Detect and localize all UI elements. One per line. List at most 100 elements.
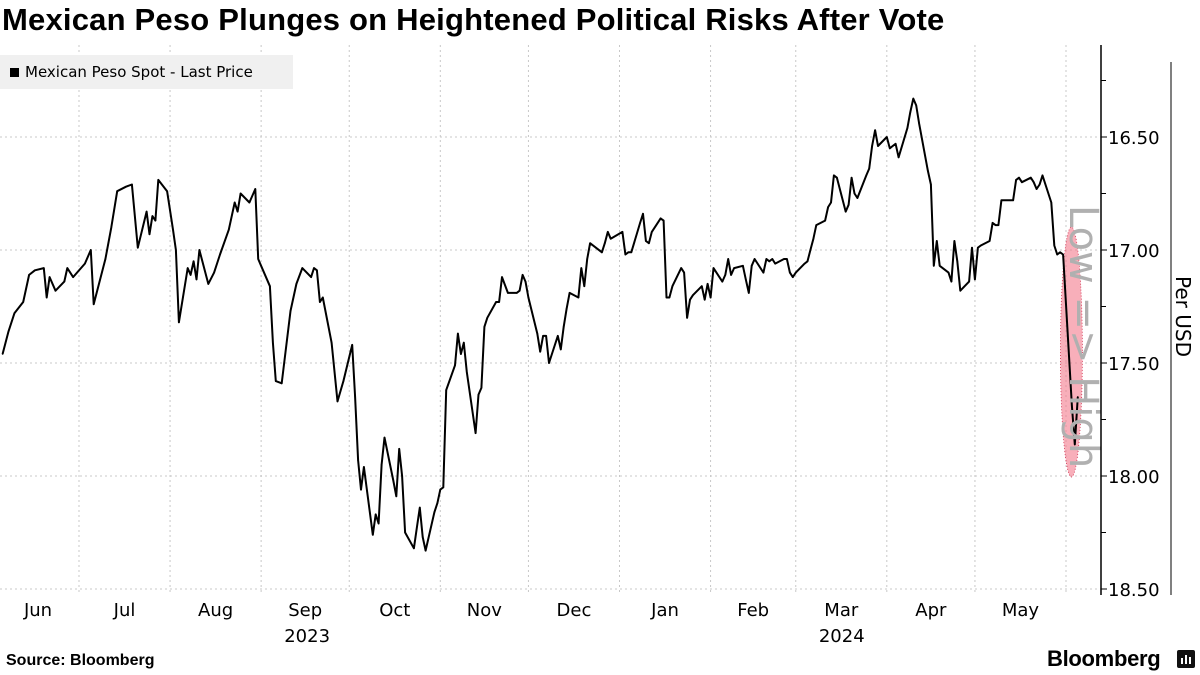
data-point [853, 192, 856, 195]
data-point [1050, 201, 1053, 204]
y-tick-label: 17.00 [1108, 241, 1160, 262]
data-point [927, 170, 929, 172]
data-point [938, 265, 941, 267]
data-point [915, 104, 917, 107]
data-point [84, 262, 86, 265]
data-point [207, 283, 210, 285]
data-point [648, 242, 650, 244]
data-point [195, 278, 198, 281]
data-point [228, 228, 230, 231]
data-point [786, 258, 788, 260]
data-point [54, 289, 57, 292]
data-point [536, 332, 539, 335]
data-point [22, 301, 25, 303]
series-line [1, 97, 1079, 552]
bloomberg-chart-icon [1177, 650, 1195, 668]
data-point [659, 217, 662, 220]
data-point [936, 240, 938, 242]
data-point [865, 174, 868, 177]
data-point [1000, 199, 1003, 202]
data-point [436, 502, 439, 504]
data-point [442, 486, 445, 489]
data-point [906, 127, 909, 129]
data-point [894, 143, 897, 145]
data-point [125, 185, 127, 188]
data-point [918, 122, 920, 125]
data-point [116, 190, 118, 192]
data-point [445, 389, 448, 391]
data-point [301, 267, 304, 269]
data-point [392, 479, 395, 482]
data-point [930, 183, 932, 186]
data-point [48, 276, 51, 278]
data-point [977, 246, 979, 249]
data-point [980, 244, 982, 247]
data-point [495, 301, 497, 303]
data-point [13, 312, 16, 315]
data-point [565, 308, 568, 310]
data-point [439, 488, 442, 491]
x-tick-label: Apr [915, 600, 947, 621]
data-point [774, 262, 776, 265]
data-point [789, 271, 791, 274]
data-point [997, 224, 1000, 226]
data-point [501, 276, 503, 278]
data-point [157, 179, 160, 181]
data-point [557, 335, 559, 337]
data-point [671, 285, 674, 288]
data-point [1071, 405, 1073, 407]
data-point [518, 289, 521, 292]
data-point [562, 326, 565, 328]
data-point [316, 269, 318, 272]
data-point [712, 267, 715, 269]
data-point [548, 362, 550, 364]
y-axis-label: Per USD [1171, 276, 1195, 357]
data-point [624, 253, 627, 256]
data-point [254, 188, 257, 190]
data-point [665, 296, 668, 299]
data-point [539, 350, 541, 353]
data-point [956, 260, 959, 263]
data-point [7, 330, 10, 333]
data-point [166, 190, 168, 192]
data-point [639, 222, 641, 224]
data-point [568, 292, 571, 294]
data-point [374, 513, 377, 516]
data-point [322, 296, 324, 299]
data-point [363, 466, 365, 468]
data-point [131, 183, 133, 186]
legend-swatch [10, 67, 19, 77]
data-point [90, 249, 92, 251]
data-point [474, 432, 477, 434]
data-point [236, 210, 239, 213]
data-point [330, 341, 333, 344]
data-point [1035, 188, 1038, 190]
data-point [703, 298, 706, 301]
data-point [730, 274, 732, 276]
data-point [1015, 179, 1017, 181]
data-point [727, 258, 729, 260]
data-point [745, 278, 747, 281]
data-point [583, 285, 586, 288]
data-point [401, 475, 403, 477]
data-point [971, 246, 973, 249]
x-tick-label: Oct [379, 600, 410, 621]
y-tick-label: 16.50 [1108, 128, 1160, 149]
data-point [748, 292, 750, 294]
data-point [424, 549, 427, 552]
data-point [947, 271, 950, 274]
data-point [909, 111, 912, 113]
data-point [830, 201, 832, 204]
data-point [178, 321, 180, 324]
data-point [189, 274, 192, 276]
direction-note: Low => High [1060, 205, 1106, 468]
data-point [768, 260, 771, 263]
data-point [421, 536, 424, 538]
data-point [477, 393, 480, 396]
data-point [994, 224, 997, 226]
data-point [689, 298, 691, 301]
data-point [486, 317, 489, 319]
legend: Mexican Peso Spot - Last Price [0, 55, 293, 89]
data-point [110, 226, 113, 229]
data-point [404, 531, 406, 534]
